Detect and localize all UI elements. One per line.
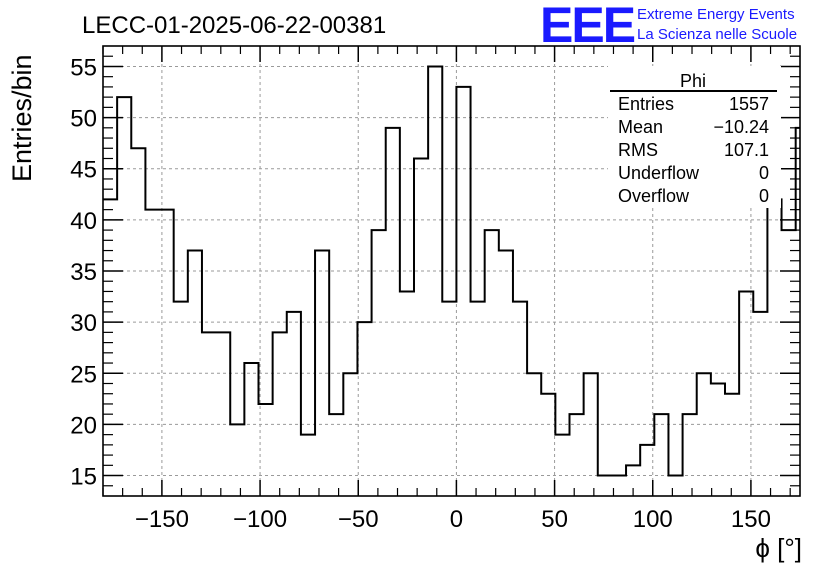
y-tick-label: 25: [70, 361, 97, 388]
stats-label-rms: RMS: [618, 140, 658, 160]
histogram-series: [103, 65, 800, 477]
axes: −150 −100 −50 0 50 100 150 15 20 25 30 35 40 45 50 55: [70, 46, 800, 533]
eee-logo-line2: La Scienza nelle Scuole: [637, 26, 797, 43]
y-tick-label: 30: [70, 310, 97, 337]
eee-logo: EEE: [540, 0, 635, 53]
eee-logo-line1: Extreme Energy Events: [637, 6, 795, 23]
x-tick-label: 0: [450, 506, 463, 533]
stats-label-entries: Entries: [618, 94, 674, 114]
stats-value-entries: 1557: [729, 94, 769, 114]
stats-label-overflow: Overflow: [618, 186, 690, 206]
x-axis-label: ϕ [°]: [755, 533, 802, 563]
chart-title: LECC-01-2025-06-22-00381: [82, 12, 386, 39]
x-tick-label: 50: [541, 506, 568, 533]
y-tick-label: 55: [70, 54, 97, 81]
y-tick-label: 35: [70, 259, 97, 286]
stats-title: Phi: [680, 71, 706, 91]
stats-value-rms: 107.1: [724, 140, 769, 160]
stats-box: Phi Entries 1557 Mean −10.24 RMS 107.1 U…: [608, 66, 781, 208]
x-tick-label: 100: [633, 506, 673, 533]
stats-value-mean: −10.24: [713, 117, 769, 137]
y-tick-label: 45: [70, 157, 97, 184]
x-tick-label: −100: [233, 506, 287, 533]
x-tick-label: 150: [731, 506, 771, 533]
y-axis-label: Entries/bin: [7, 54, 37, 182]
y-tick-label: 20: [70, 412, 97, 439]
y-tick-label: 50: [70, 106, 97, 133]
stats-label-underflow: Underflow: [618, 163, 700, 183]
x-tick-label: −150: [135, 506, 189, 533]
y-tick-label: 15: [70, 464, 97, 491]
stats-value-underflow: 0: [759, 163, 769, 183]
y-tick-label: 40: [70, 208, 97, 235]
x-tick-label: −50: [338, 506, 379, 533]
plot-frame: [102, 45, 801, 497]
stats-label-mean: Mean: [618, 117, 663, 137]
stats-value-overflow: 0: [759, 186, 769, 206]
